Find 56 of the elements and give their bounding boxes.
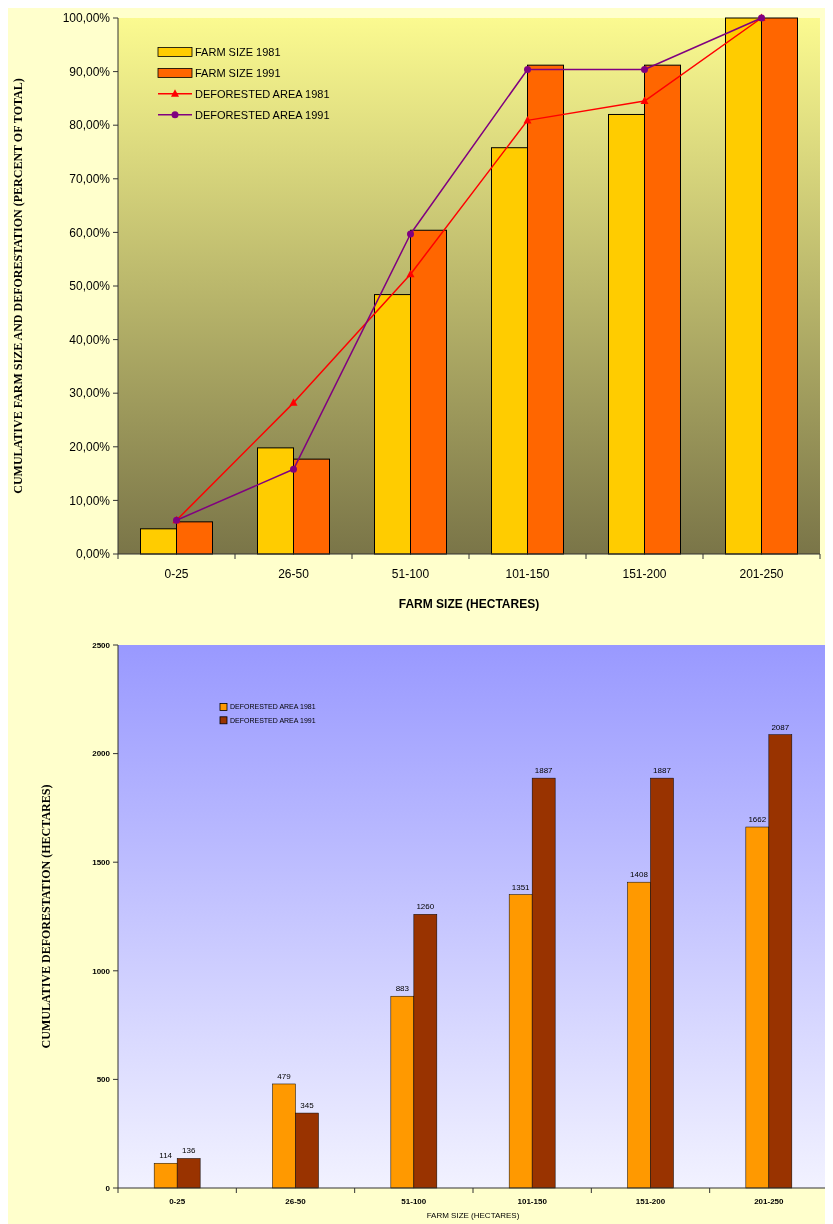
x-axis-title: FARM SIZE (HECTARES) [426, 1211, 520, 1220]
y-axis-title: CUMULATIVE FARM SIZE AND DEFORESTATION (PERCENT OF TOTAL) [11, 78, 25, 494]
x-tick-label: 51-100 [391, 567, 430, 581]
x-tick-label: 101-150 [505, 567, 550, 581]
point [524, 65, 531, 73]
x-axis-title: FARM SIZE (HECTARES) [398, 597, 540, 611]
y-tick-label: 40,00% [69, 332, 111, 347]
y-tick-label: 2500 [92, 640, 111, 650]
x-tick-label: 151-200 [622, 567, 667, 581]
point [640, 96, 649, 105]
data-label: 1260 [416, 902, 435, 912]
y-axis-title: CUMULATIVE DEFORESTATION (HECTARES) [39, 784, 53, 1049]
y-tick-label: 70,00% [69, 172, 111, 186]
data-label: 345 [300, 1101, 315, 1111]
data-label: 479 [277, 1071, 292, 1081]
y-tick-label: 2000 [92, 749, 111, 759]
y-tick-label: 1000 [92, 966, 111, 976]
legend-label: FARM SIZE 1981 [195, 45, 281, 58]
data-label: 2087 [771, 722, 790, 732]
x-tick-label: 51-100 [401, 1197, 427, 1206]
point [407, 230, 414, 238]
data-label: 1351 [511, 882, 531, 892]
x-tick-label: 151-200 [635, 1197, 666, 1206]
point [290, 465, 297, 473]
x-tick-label: 0-25 [164, 567, 189, 581]
legend-label: DEFORESTED AREA 1981 [195, 87, 330, 100]
y-tick-label: 10,00% [69, 493, 111, 508]
data-label: 1887 [653, 766, 672, 776]
y-tick-label: 90,00% [69, 64, 111, 79]
y-tick-label: 500 [96, 1075, 111, 1085]
point [406, 269, 415, 278]
x-tick-label: 201-250 [739, 567, 784, 581]
legend-label: DEFORESTED AREA 1991 [195, 108, 330, 121]
x-tick-label: 26-50 [285, 1197, 307, 1206]
y-tick-label: 0 [105, 1183, 111, 1193]
data-label: 136 [181, 1146, 196, 1156]
y-tick-label: 100,00% [62, 11, 111, 26]
point [289, 398, 298, 406]
y-tick-label: 20,00% [69, 440, 111, 454]
x-tick-label: 101-150 [517, 1197, 548, 1206]
y-tick-label: 1500 [92, 858, 111, 867]
data-label: 1887 [534, 766, 554, 776]
point [641, 65, 648, 73]
y-tick-label: 50,00% [69, 279, 111, 294]
y-tick-label: 80,00% [69, 118, 111, 133]
data-label: 1408 [630, 870, 649, 880]
legend-label: FARM SIZE 1991 [195, 66, 281, 79]
y-tick-label: 60,00% [69, 225, 111, 240]
y-tick-label: 0,00% [75, 547, 111, 562]
data-label: 883 [395, 984, 410, 994]
y-tick-label: 30,00% [69, 386, 111, 401]
data-label: 1662 [748, 815, 767, 825]
x-tick-label: 26-50 [278, 567, 310, 581]
data-label: 114 [159, 1151, 173, 1161]
x-tick-label: 201-250 [754, 1197, 785, 1206]
x-tick-label: 0-25 [169, 1197, 186, 1206]
